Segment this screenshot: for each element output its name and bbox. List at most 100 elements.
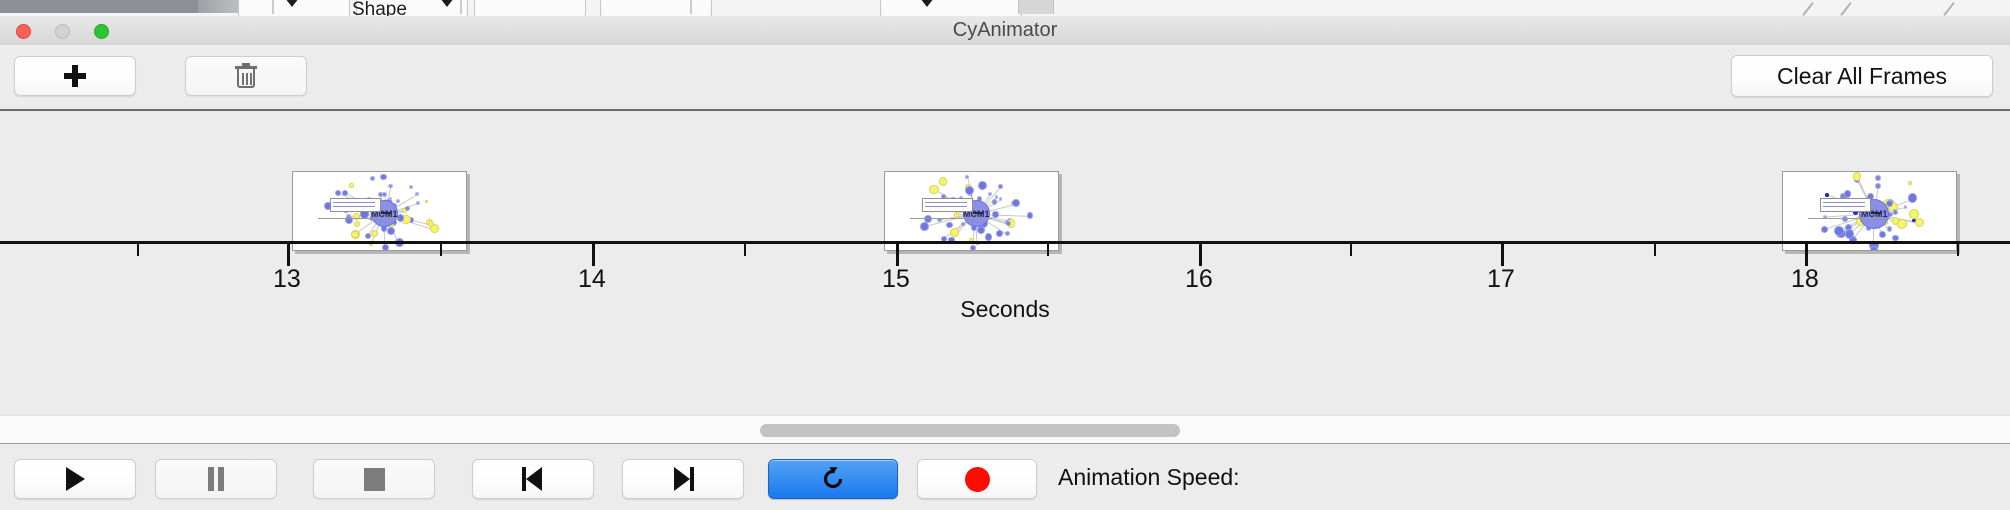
playback-bar: Animation Speed:: [0, 444, 2010, 510]
frame-thumbnail-1[interactable]: MCM1: [292, 171, 467, 251]
network-node: [1892, 234, 1899, 242]
skip-previous-icon: [522, 467, 544, 491]
network-leader-line: [1870, 212, 1881, 214]
network-node: [424, 200, 429, 204]
network-node: [998, 197, 1003, 201]
network-node: [1844, 228, 1855, 239]
network-node: [978, 180, 988, 190]
network-node: [415, 201, 420, 205]
loop-button[interactable]: [768, 459, 898, 499]
network-node: [1004, 231, 1010, 237]
network-annotation-text-line: [333, 202, 376, 204]
background-caret-icon: [285, 0, 299, 7]
background-chip: [600, 0, 712, 16]
background-slash-icon: [1840, 2, 1852, 16]
network-node: [964, 174, 970, 180]
timeline-scrollbar[interactable]: [0, 415, 2010, 444]
background-chip: [474, 0, 586, 16]
trash-icon: [235, 63, 257, 89]
background-titlebar-dark: [0, 0, 198, 13]
window-title: CyAnimator: [952, 19, 1058, 41]
network-node: [920, 222, 929, 232]
axis-tick-major: [287, 244, 290, 266]
network-caption-line: [317, 218, 400, 220]
network-node: [351, 230, 359, 239]
axis-tick-minor: [1047, 244, 1049, 256]
timeline-panel[interactable]: MCM1MCM1MCM1 2131415161718 Seconds: [0, 111, 2010, 415]
network-node: [977, 226, 986, 235]
background-chip: [880, 0, 1022, 16]
network-node: [960, 221, 965, 226]
skip-previous-button[interactable]: [472, 459, 594, 499]
network-node: [1874, 182, 1881, 189]
network-node: [429, 224, 439, 234]
network-node: [408, 185, 413, 190]
background-chip: [238, 0, 350, 16]
play-button[interactable]: [14, 459, 136, 499]
network-node: [352, 213, 360, 221]
stop-button[interactable]: [313, 459, 435, 499]
record-icon: [964, 466, 990, 492]
axis-tick-label: 14: [578, 265, 606, 293]
network-node: [938, 177, 948, 187]
background-scroll-thumb: [1018, 0, 1054, 14]
titlebar: CyAnimator: [0, 16, 2010, 46]
axis-tick-major: [1805, 244, 1808, 266]
minimize-button[interactable]: [55, 24, 70, 39]
network-node: [950, 228, 960, 238]
network-node: [386, 226, 396, 235]
network-view: MCM1: [293, 172, 466, 250]
network-node: [994, 194, 999, 199]
network-node: [371, 230, 379, 237]
background-divider: [460, 0, 462, 14]
close-button[interactable]: [16, 24, 31, 39]
network-node: [1825, 192, 1829, 197]
delete-frame-button[interactable]: [185, 56, 307, 96]
axis-tick-minor: [1957, 244, 1959, 256]
network-node: [1886, 226, 1893, 232]
network-node: [1892, 217, 1900, 225]
network-node: [428, 220, 435, 228]
toolbar: Clear All Frames: [0, 45, 2010, 111]
background-slash-icon: [1943, 2, 1955, 16]
network-annotation-text-line: [1823, 202, 1866, 204]
network-annotation-text-line: [1823, 206, 1866, 208]
background-caret-icon: [920, 0, 934, 7]
timeline-axis: [0, 241, 2010, 244]
skip-next-button[interactable]: [622, 459, 744, 499]
axis-tick-major: [1501, 244, 1504, 266]
pause-button[interactable]: [155, 459, 277, 499]
network-node: [964, 185, 975, 196]
axis-tick-label: 16: [1185, 265, 1213, 293]
network-node: [969, 244, 977, 250]
scrollbar-thumb[interactable]: [760, 424, 1180, 437]
background-divider: [690, 0, 692, 14]
clear-all-frames-button[interactable]: Clear All Frames: [1731, 55, 1993, 97]
network-leader-line: [380, 212, 391, 214]
axis-tick-minor: [1350, 244, 1352, 256]
network-node: [1903, 204, 1908, 209]
network-node: [345, 215, 354, 224]
network-node: [404, 206, 410, 212]
network-node: [1874, 174, 1881, 181]
frame-thumbnail-3[interactable]: MCM1: [1782, 171, 1957, 251]
axis-tick-minor: [137, 244, 139, 256]
frame-thumbnail-2[interactable]: MCM1: [884, 171, 1059, 251]
network-node: [341, 189, 348, 197]
network-node: [1915, 218, 1925, 228]
network-node: [377, 192, 383, 198]
network-annotation-box: [1819, 198, 1871, 212]
record-button[interactable]: [917, 459, 1037, 499]
axis-title: Seconds: [960, 296, 1050, 322]
axis-tick-label: 17: [1487, 265, 1515, 293]
add-frame-button[interactable]: [14, 56, 136, 96]
skip-next-icon: [672, 467, 694, 491]
network-node: [1012, 199, 1020, 208]
network-annotation-box: [921, 198, 973, 212]
network-node: [1821, 225, 1829, 234]
network-node: [370, 176, 375, 181]
maximize-button[interactable]: [94, 24, 109, 39]
axis-tick-major: [592, 244, 595, 266]
network-node: [364, 232, 371, 239]
network-node: [1026, 212, 1034, 219]
